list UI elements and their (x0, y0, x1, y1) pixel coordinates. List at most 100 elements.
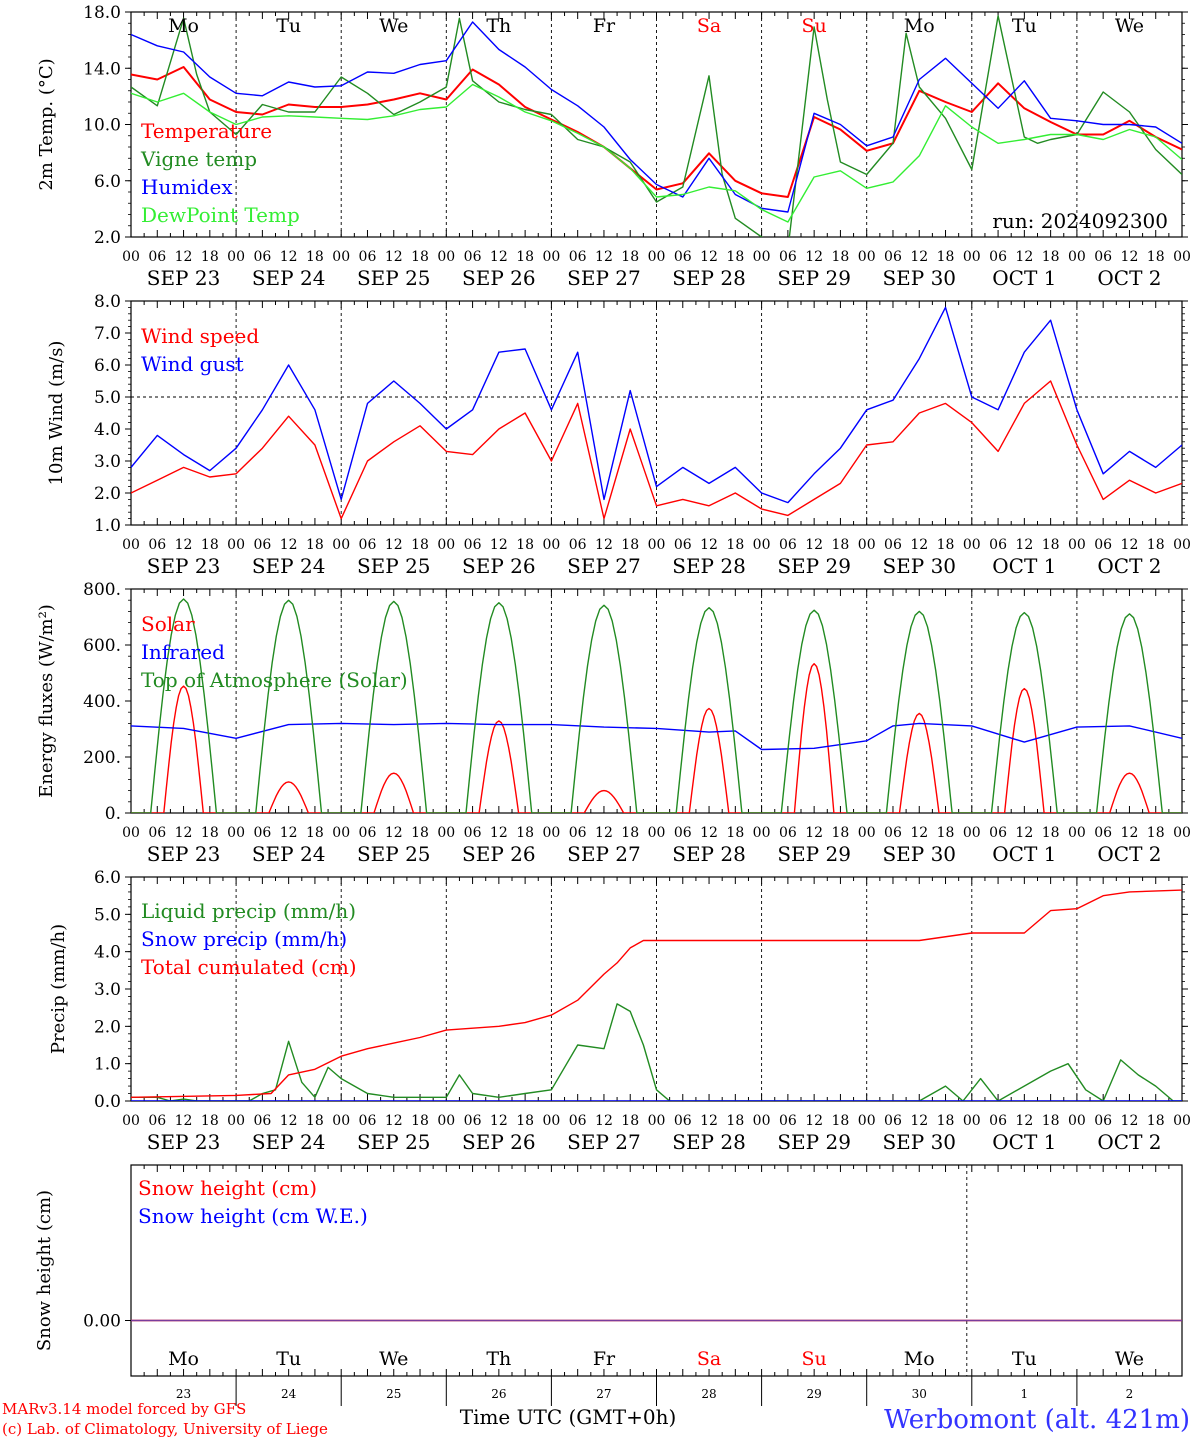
hour-tick-label: 00 (858, 249, 876, 265)
panel-frame (130, 588, 1183, 814)
hour-tick-label: 18 (621, 537, 639, 553)
y-tick-label: 2.0 (94, 228, 121, 248)
hour-tick-label: 06 (779, 1113, 797, 1129)
hour-tick-label: 00 (437, 1113, 455, 1129)
hour-tick-label: 12 (805, 249, 823, 265)
day-label: OCT 1 (992, 842, 1056, 866)
y-tick-label: 10.0 (83, 116, 121, 136)
hour-tick-label: 06 (674, 825, 692, 841)
y-tick-label: 3.0 (94, 980, 121, 1000)
weekday-label: We (379, 15, 408, 37)
hour-tick-label: 06 (359, 1113, 377, 1129)
weekday-label: Fr (593, 1348, 616, 1370)
day-number: 28 (701, 1387, 716, 1401)
hour-tick-label: 00 (753, 249, 771, 265)
hour-tick-label: 00 (963, 825, 981, 841)
day-label: SEP 27 (567, 842, 641, 866)
day-label: SEP 27 (567, 266, 641, 290)
hour-tick-label: 12 (490, 249, 508, 265)
hour-tick-label: 00 (1173, 1113, 1191, 1129)
day-label: SEP 24 (252, 266, 326, 290)
hour-tick-label: 12 (1015, 537, 1033, 553)
y-axis-label: Precip (mm/h) (48, 924, 69, 1054)
day-label: OCT 2 (1097, 842, 1161, 866)
hour-tick-label: 18 (306, 249, 324, 265)
hour-tick-label: 00 (648, 249, 666, 265)
hour-tick-label: 00 (858, 825, 876, 841)
y-tick-label: 8.0 (94, 292, 121, 312)
series-line-wind-speed (131, 380, 1182, 520)
time-axis-label: Time UTC (GMT+0h) (460, 1405, 677, 1429)
day-label: SEP 25 (357, 1130, 431, 1154)
hour-tick-label: 06 (464, 537, 482, 553)
day-label: SEP 29 (777, 1130, 851, 1154)
day-label: SEP 27 (567, 554, 641, 578)
day-label: SEP 24 (252, 1130, 326, 1154)
legend-entry: Solar (141, 612, 195, 636)
hour-tick-label: 18 (726, 537, 744, 553)
hour-tick-label: 18 (937, 825, 955, 841)
hour-tick-label: 12 (490, 825, 508, 841)
hour-tick-label: 06 (779, 537, 797, 553)
y-tick-label: 14.0 (83, 59, 121, 79)
day-number: 1 (1021, 1387, 1029, 1401)
y-tick-label: 600. (83, 636, 121, 656)
hour-tick-label: 06 (989, 249, 1007, 265)
hour-tick-label: 18 (411, 825, 429, 841)
day-label: OCT 1 (992, 266, 1056, 290)
hour-tick-label: 12 (175, 825, 193, 841)
hour-tick-label: 06 (148, 249, 166, 265)
legend-entry: Infrared (141, 640, 225, 664)
hour-tick-label: 06 (884, 537, 902, 553)
day-label: SEP 30 (882, 842, 956, 866)
panel-fluxes: 0. 200. 400. 600. 800. Energy fluxes (W/m²) So… (36, 580, 1191, 866)
hour-tick-label: 18 (201, 537, 219, 553)
hour-tick-label: 06 (779, 825, 797, 841)
hour-tick-label: 06 (359, 825, 377, 841)
hour-tick-label: 18 (832, 249, 850, 265)
hour-tick-label: 00 (332, 1113, 350, 1129)
day-label: SEP 25 (357, 266, 431, 290)
hour-tick-label: 00 (858, 537, 876, 553)
series-group (131, 598, 1182, 813)
hour-tick-label: 06 (1094, 249, 1112, 265)
day-number: 26 (491, 1387, 506, 1401)
day-number: 24 (281, 1387, 297, 1401)
hour-tick-label: 06 (253, 249, 271, 265)
weekday-label: Tu (1012, 1348, 1037, 1370)
panel-precip: 0.0 1.0 2.0 3.0 4.0 5.0 6.0 Precip (mm/h) Liquid… (48, 868, 1191, 1154)
run-label: run: 2024092300 (992, 209, 1168, 233)
y-tick-label: 2.0 (94, 1017, 121, 1037)
y-tick-label: 4.0 (94, 943, 121, 963)
day-label: SEP 30 (882, 1130, 956, 1154)
hour-tick-label: 00 (227, 1113, 245, 1129)
hour-tick-label: 18 (621, 249, 639, 265)
hour-tick-label: 00 (648, 537, 666, 553)
hour-tick-label: 12 (805, 825, 823, 841)
y-tick-label: 3.0 (94, 452, 121, 472)
day-label: SEP 25 (357, 842, 431, 866)
hour-tick-label: 06 (148, 537, 166, 553)
weekday-label: We (379, 1348, 408, 1370)
hour-tick-label: 18 (411, 537, 429, 553)
hour-tick-label: 18 (937, 249, 955, 265)
hour-tick-label: 00 (1173, 249, 1191, 265)
day-label: SEP 28 (672, 554, 746, 578)
hour-tick-label: 18 (726, 1113, 744, 1129)
y-tick-label: 6.0 (94, 356, 121, 376)
legend-entry: Humidex (141, 175, 233, 199)
hour-tick-label: 12 (175, 537, 193, 553)
hour-tick-label: 06 (569, 249, 587, 265)
hour-tick-label: 18 (621, 1113, 639, 1129)
y-tick-label: 7.0 (94, 324, 121, 344)
day-label: SEP 28 (672, 1130, 746, 1154)
hour-tick-label: 12 (1015, 1113, 1033, 1129)
hour-tick-label: 18 (1042, 249, 1060, 265)
weekday-label: Su (802, 1348, 827, 1370)
day-number: 2 (1126, 1387, 1134, 1401)
hour-tick-label: 00 (437, 825, 455, 841)
hour-tick-label: 18 (411, 249, 429, 265)
weekday-label: Mo (168, 15, 199, 37)
hour-tick-label: 12 (385, 1113, 403, 1129)
hour-tick-label: 12 (385, 537, 403, 553)
